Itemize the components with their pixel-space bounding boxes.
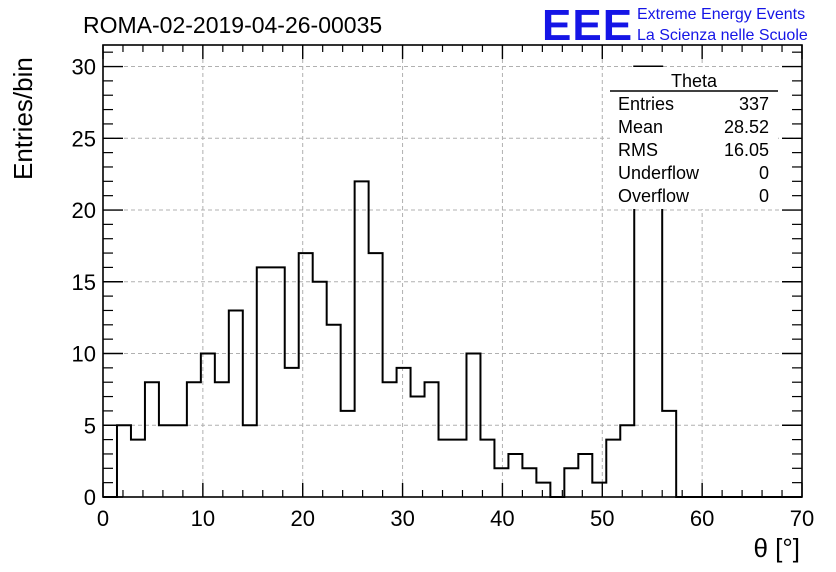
y-tick-label: 0: [84, 485, 96, 510]
y-tick-label: 10: [72, 342, 96, 367]
stats-row-value: 0: [759, 186, 769, 206]
stats-row-label: Entries: [618, 94, 674, 114]
stats-row-value: 28.52: [724, 117, 769, 137]
stats-row-value: 337: [739, 94, 769, 114]
stats-row-label: RMS: [618, 140, 658, 160]
stats-row-label: Overflow: [618, 186, 690, 206]
y-tick-label: 15: [72, 270, 96, 295]
logo-mark: EEE: [542, 1, 633, 50]
x-tick-label: 30: [390, 506, 414, 531]
x-tick-label: 40: [490, 506, 514, 531]
x-tick-label: 20: [290, 506, 314, 531]
eee-logo: EEE Extreme Energy Events La Scienza nel…: [542, 1, 808, 50]
stats-rows: Entries 337 Mean 28.52 RMS 16.05 Underflow 0 Ove…: [618, 94, 769, 206]
x-tick-label: 50: [590, 506, 614, 531]
x-tick-label: 10: [191, 506, 215, 531]
x-tick-labels: 0 10 20 30 40 50 60 70: [97, 506, 814, 531]
stats-row-value: 16.05: [724, 140, 769, 160]
x-tick-label: 70: [790, 506, 814, 531]
y-tick-label: 25: [72, 126, 96, 151]
chart-title: ROMA-02-2019-04-26-00035: [83, 12, 382, 38]
x-tick-label: 60: [690, 506, 714, 531]
y-tick-label: 5: [84, 413, 96, 438]
stats-row-label: Underflow: [618, 163, 700, 183]
plot-frame: [102, 44, 803, 498]
y-axis-title: Entries/bin: [8, 57, 38, 180]
stats-row-value: 0: [759, 163, 769, 183]
y-tick-label: 20: [72, 198, 96, 223]
y-tick-label: 30: [72, 55, 96, 80]
axis-ticks: [102, 45, 803, 498]
stats-title: Theta: [671, 71, 718, 91]
histogram-outline: [103, 65, 802, 498]
logo-line-2: La Scienza nelle Scuole: [637, 27, 808, 44]
y-tick-labels: 0 5 10 15 20 25 30: [72, 55, 96, 510]
stats-box: Theta Entries 337 Mean 28.52 RMS 16.05 Underfl…: [610, 67, 778, 209]
logo-line-1: Extreme Energy Events: [637, 6, 805, 23]
x-tick-label: 0: [97, 506, 109, 531]
stats-row-label: Mean: [618, 117, 663, 137]
x-axis-title: θ [°]: [753, 533, 800, 563]
